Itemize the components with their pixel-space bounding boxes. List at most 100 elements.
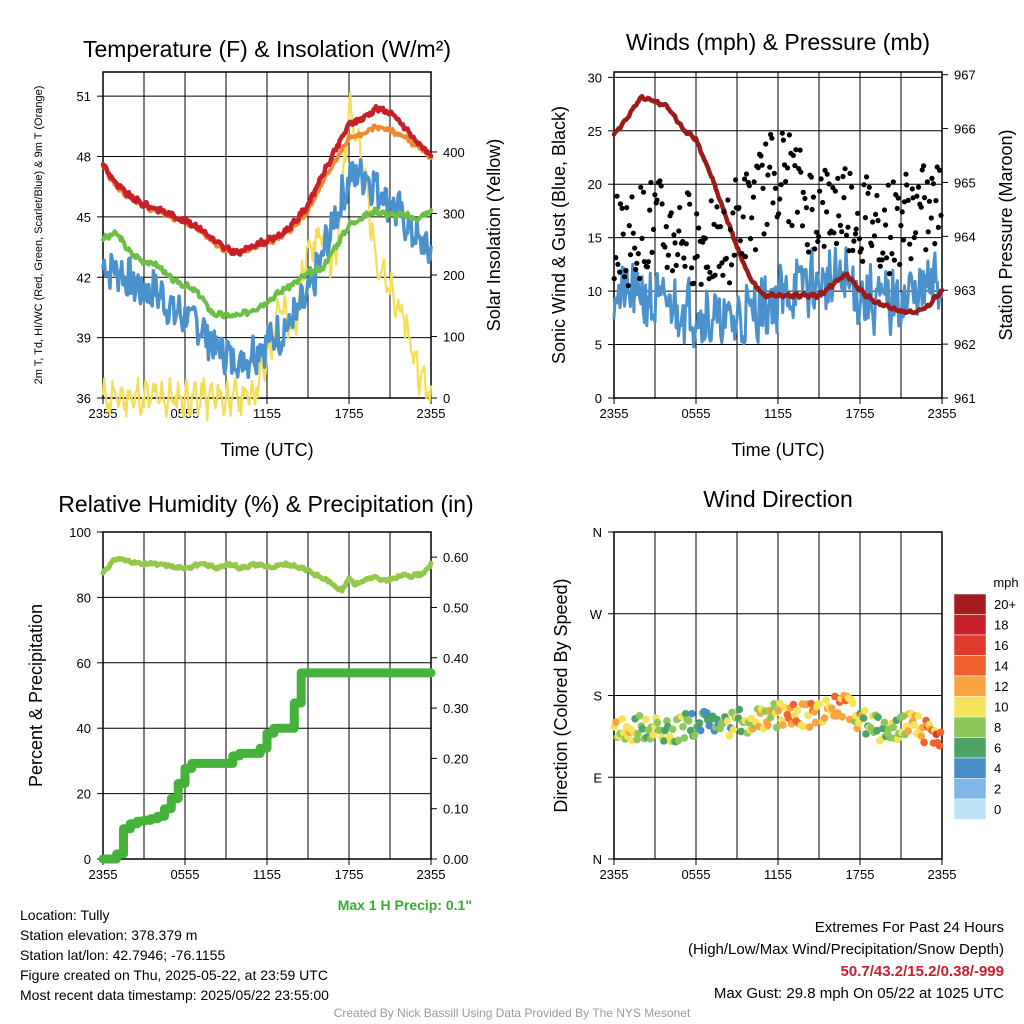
direction-point — [914, 712, 922, 720]
gust-point — [619, 205, 625, 211]
gust-point — [869, 243, 875, 249]
gust-point — [809, 206, 815, 213]
gust-point — [881, 207, 888, 213]
y-tick-label: 15 — [588, 231, 602, 246]
x-axis-label: Time (UTC) — [731, 440, 824, 460]
gust-point — [730, 210, 736, 216]
gust-point — [938, 212, 944, 218]
y-tick-label: 100 — [69, 525, 91, 540]
direction-point — [816, 700, 824, 708]
gust-point — [873, 211, 879, 217]
direction-point — [725, 731, 734, 740]
gust-point — [647, 207, 653, 213]
y-tick-label: 0 — [84, 852, 91, 867]
right-tick-label: 961 — [954, 391, 976, 406]
legend-swatch — [953, 675, 987, 697]
gust-point — [903, 171, 909, 177]
gust-point — [702, 235, 708, 241]
gust-point — [635, 251, 641, 257]
gust-point — [648, 179, 654, 186]
gust-point — [770, 200, 776, 206]
gust-point — [798, 169, 804, 175]
direction-point — [635, 712, 644, 720]
direction-point — [679, 723, 687, 731]
right-tick-label: 0.00 — [443, 852, 468, 867]
legend-label: 12 — [994, 679, 1008, 694]
right-tick-label: 966 — [954, 122, 976, 137]
gust-point — [821, 243, 827, 249]
gust-point — [790, 152, 796, 158]
gust-point — [786, 132, 793, 138]
gust-point — [846, 248, 852, 254]
gust-point — [861, 182, 867, 188]
y-tick-label: 30 — [588, 70, 602, 85]
direction-point — [779, 721, 787, 729]
direction-point — [695, 719, 704, 727]
right-tick-label: 962 — [954, 337, 976, 352]
extremes-title: Extremes For Past 24 Hours — [814, 919, 1004, 936]
gust-point — [720, 272, 726, 278]
gust-point — [659, 201, 665, 207]
gust-point — [889, 251, 895, 257]
x-tick-label: 1155 — [764, 867, 792, 882]
gust-point — [865, 190, 871, 196]
direction-point — [766, 713, 775, 722]
gust-point — [904, 182, 910, 188]
x-tick-label: 2355 — [600, 406, 629, 421]
gust-point — [915, 184, 922, 190]
direction-point — [920, 738, 928, 747]
direction-point — [799, 722, 808, 730]
gust-point — [852, 231, 859, 237]
gust-point — [626, 223, 632, 229]
gust-point — [645, 259, 652, 265]
gust-point — [879, 257, 885, 263]
right-axis-label: Solar Insolation (Yellow) — [484, 139, 504, 331]
x-tick-label: 0555 — [171, 867, 200, 882]
gust-point — [841, 195, 847, 201]
gust-point — [694, 211, 700, 217]
x-tick-label: 2355 — [417, 406, 446, 421]
direction-point — [880, 718, 889, 727]
direction-point — [899, 712, 908, 720]
gust-point — [900, 237, 907, 243]
gust-point — [871, 233, 878, 239]
y-tick-label: 5 — [595, 338, 602, 353]
gust-point — [806, 249, 812, 255]
gust-point — [928, 215, 934, 221]
gust-point — [800, 189, 806, 195]
legend-swatch — [953, 634, 987, 656]
gust-point — [629, 194, 635, 200]
gust-point — [752, 247, 759, 253]
gust-point — [885, 182, 891, 188]
gust-point — [803, 205, 810, 211]
direction-point — [807, 699, 815, 708]
y-tick-label: 10 — [588, 284, 602, 299]
legend-label: 8 — [994, 720, 1001, 735]
direction-point — [889, 723, 897, 732]
gust-point — [772, 185, 779, 191]
direction-point — [705, 721, 714, 730]
direction-point — [770, 700, 778, 708]
gust-point — [898, 222, 904, 229]
gust-point — [921, 195, 928, 201]
series-line-temp_2m — [100, 103, 434, 257]
gust-point — [840, 173, 846, 180]
series-line-dewpoint — [101, 206, 433, 320]
direction-point — [893, 735, 902, 743]
gust-point — [810, 194, 817, 200]
right-tick-label: 964 — [954, 229, 976, 244]
gust-point — [726, 280, 733, 286]
gust-point — [637, 275, 643, 282]
gust-point — [630, 230, 636, 236]
gust-point — [853, 226, 859, 232]
legend-swatch — [953, 655, 987, 677]
data-lines — [98, 555, 436, 864]
gust-point — [886, 271, 893, 277]
gust-point — [833, 240, 840, 247]
gust-point — [676, 228, 682, 234]
series-line-wind_chill — [101, 157, 433, 380]
gust-point — [725, 197, 731, 203]
gust-point — [627, 252, 634, 258]
gust-point — [686, 191, 692, 198]
gust-point — [815, 238, 821, 245]
